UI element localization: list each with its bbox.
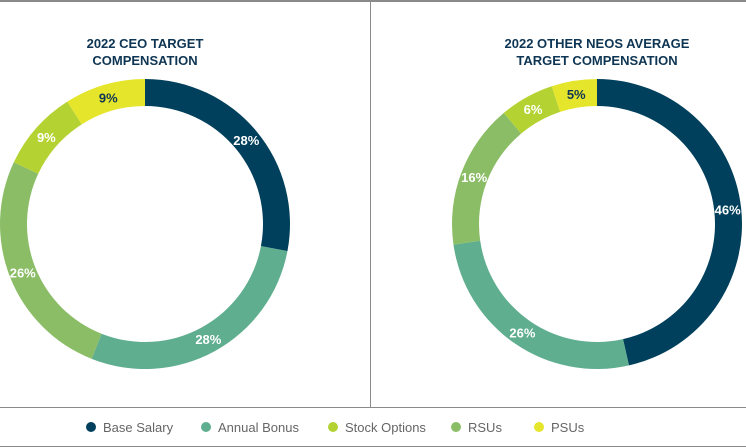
legend: Base Salary Annual Bonus Stock Options R… — [0, 408, 746, 446]
data-label: 26% — [10, 265, 36, 280]
legend-item-base-salary: Base Salary — [86, 420, 173, 435]
neos-chart-title: 2022 OTHER NEOS AVERAGE TARGET COMPENSAT… — [447, 35, 746, 69]
donut-slice-annual-bonus — [453, 240, 629, 369]
data-label: 5% — [567, 87, 586, 102]
data-label: 16% — [461, 170, 487, 185]
top-divider — [0, 0, 746, 2]
donut-charts: 28% 28% 26% 9% 9% 46% 26% 16% 6% 5% — [0, 79, 742, 369]
legend-label: RSUs — [468, 419, 502, 435]
legend-item-psus: PSUs — [534, 420, 584, 435]
title-line: TARGET COMPENSATION — [516, 53, 678, 68]
legend-swatch — [201, 422, 211, 432]
data-label: 28% — [233, 133, 259, 148]
donut-slice-base-salary — [597, 79, 742, 366]
legend-label: Stock Options — [345, 419, 426, 435]
legend-item-stock-options: Stock Options — [328, 420, 426, 435]
legend-label: Annual Bonus — [218, 419, 299, 435]
legend-label: PSUs — [551, 419, 585, 435]
legend-swatch — [451, 422, 461, 432]
legend-label: Base Salary — [103, 419, 174, 435]
vertical-divider — [370, 0, 371, 408]
legend-swatch — [534, 422, 544, 432]
donut-slice-annual-bonus — [91, 246, 288, 369]
donut-slice-stock-options — [13, 101, 82, 174]
donut-slice-rsus — [0, 162, 102, 359]
data-label: 9% — [37, 130, 56, 145]
donut-slice-psus — [551, 79, 597, 112]
data-label: 46% — [715, 202, 741, 217]
legend-bottom-divider — [0, 446, 746, 447]
donut-slice-psus — [67, 79, 145, 125]
title-line: COMPENSATION — [92, 53, 198, 68]
data-label: 26% — [509, 325, 535, 340]
title-line: 2022 CEO TARGET — [86, 36, 204, 51]
donut-slice-rsus — [452, 112, 522, 245]
title-line: 2022 OTHER NEOS AVERAGE — [504, 36, 690, 51]
donut-slice-stock-options — [503, 86, 561, 134]
legend-top-divider — [0, 407, 746, 408]
donut-slice-base-salary — [145, 79, 290, 252]
data-label: 6% — [524, 102, 543, 117]
ceo-chart-title: 2022 CEO TARGET COMPENSATION — [0, 35, 295, 69]
legend-item-annual-bonus: Annual Bonus — [201, 420, 299, 435]
data-label: 9% — [99, 91, 118, 106]
legend-item-rsus: RSUs — [451, 420, 502, 435]
legend-swatch — [86, 422, 96, 432]
data-label: 28% — [195, 332, 221, 347]
legend-swatch — [328, 422, 338, 432]
